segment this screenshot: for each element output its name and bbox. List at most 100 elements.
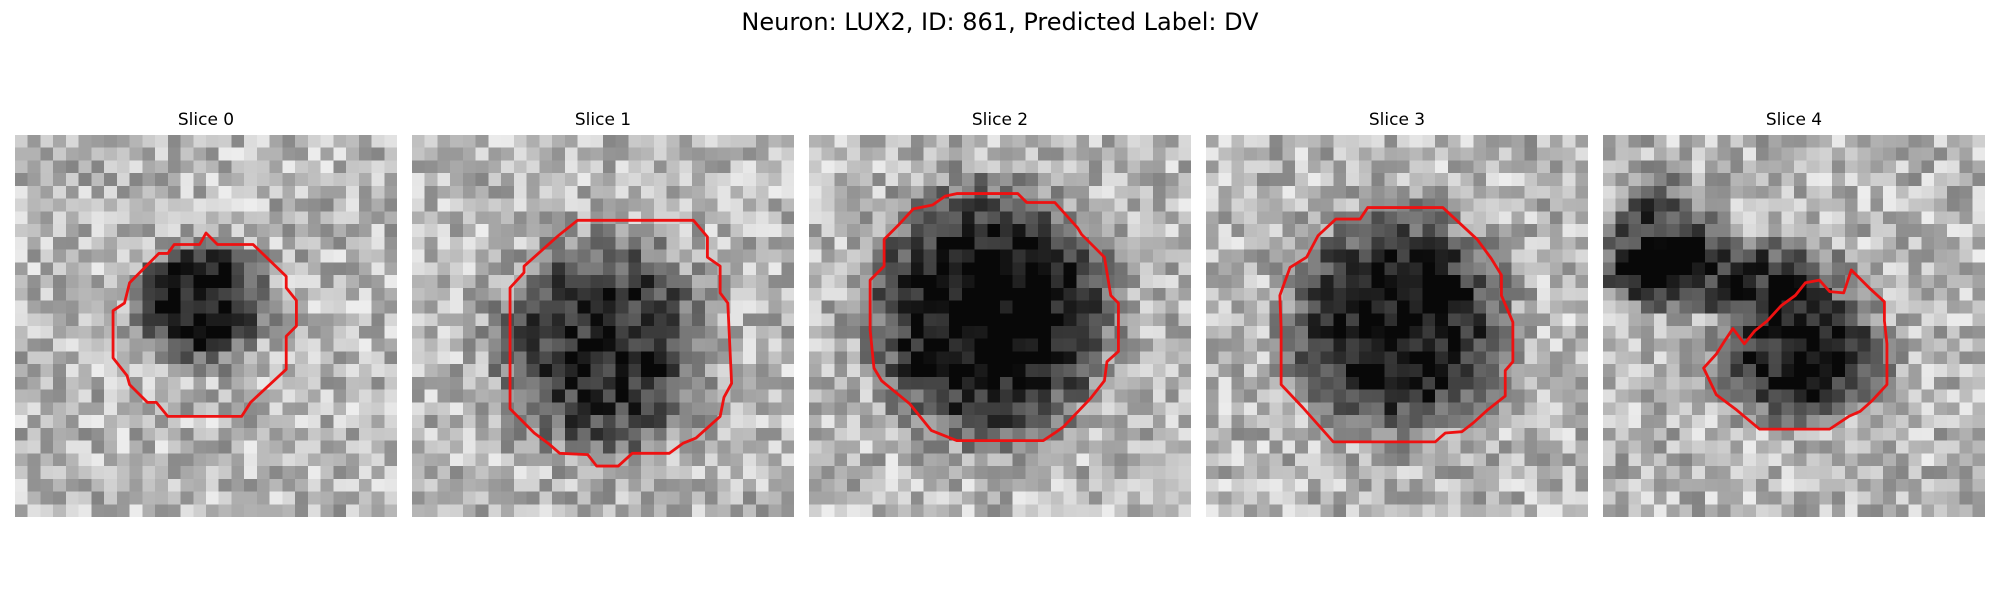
image-pixel xyxy=(768,300,782,314)
image-pixel xyxy=(1870,478,1884,492)
image-pixel xyxy=(1730,466,1744,480)
image-pixel xyxy=(1511,147,1525,161)
image-pixel xyxy=(666,504,680,517)
image-pixel xyxy=(1704,173,1718,187)
image-pixel xyxy=(78,147,92,161)
image-pixel xyxy=(1460,351,1474,365)
image-pixel xyxy=(371,173,385,187)
image-pixel xyxy=(1524,275,1538,289)
image-pixel xyxy=(78,300,92,314)
image-pixel xyxy=(1282,389,1296,403)
image-pixel xyxy=(27,135,41,148)
image-pixel xyxy=(821,249,835,263)
image-pixel xyxy=(1692,389,1706,403)
image-pixel xyxy=(1101,504,1115,517)
image-pixel xyxy=(1206,135,1219,148)
image-pixel xyxy=(859,135,873,148)
image-pixel xyxy=(666,351,680,365)
image-pixel xyxy=(269,236,283,250)
image-pixel xyxy=(1679,491,1693,505)
image-pixel xyxy=(104,338,118,352)
image-pixel xyxy=(1908,364,1922,378)
image-pixel xyxy=(961,275,975,289)
image-pixel xyxy=(501,160,515,174)
image-pixel xyxy=(1972,224,1985,238)
image-pixel xyxy=(488,389,502,403)
image-pixel xyxy=(1806,211,1820,225)
image-pixel xyxy=(1307,211,1321,225)
image-pixel xyxy=(704,415,718,429)
image-pixel xyxy=(1371,275,1385,289)
image-pixel xyxy=(898,338,912,352)
image-pixel xyxy=(704,440,718,454)
image-pixel xyxy=(384,402,397,416)
image-pixel xyxy=(949,389,963,403)
image-pixel xyxy=(1038,249,1052,263)
image-pixel xyxy=(1269,466,1283,480)
image-pixel xyxy=(462,427,476,441)
image-pixel xyxy=(1615,415,1629,429)
image-pixel xyxy=(1282,211,1296,225)
image-pixel xyxy=(539,224,553,238)
image-pixel xyxy=(1641,376,1655,390)
image-pixel xyxy=(462,376,476,390)
image-pixel xyxy=(1384,198,1398,212)
image-pixel xyxy=(384,147,397,161)
image-pixel xyxy=(987,402,1001,416)
image-pixel xyxy=(961,236,975,250)
image-pixel xyxy=(1524,249,1538,263)
image-pixel xyxy=(1615,198,1629,212)
image-pixel xyxy=(180,287,194,301)
image-pixel xyxy=(333,185,347,199)
image-pixel xyxy=(1562,300,1576,314)
image-pixel xyxy=(1435,160,1449,174)
image-pixel xyxy=(743,351,757,365)
image-pixel xyxy=(462,504,476,517)
image-pixel xyxy=(1717,198,1731,212)
image-pixel xyxy=(462,262,476,276)
image-pixel xyxy=(1628,415,1642,429)
image-pixel xyxy=(1511,262,1525,276)
image-pixel xyxy=(282,287,296,301)
image-pixel xyxy=(1832,389,1846,403)
image-pixel xyxy=(1409,491,1423,505)
image-pixel xyxy=(1511,185,1525,199)
image-pixel xyxy=(15,160,28,174)
image-pixel xyxy=(552,376,566,390)
image-pixel xyxy=(1050,147,1064,161)
image-pixel xyxy=(564,440,578,454)
image-pixel xyxy=(1127,135,1141,148)
image-pixel xyxy=(371,364,385,378)
image-pixel xyxy=(539,402,553,416)
image-pixel xyxy=(65,427,79,441)
image-pixel xyxy=(552,466,566,480)
image-pixel xyxy=(666,211,680,225)
image-pixel xyxy=(1346,440,1360,454)
image-pixel xyxy=(1628,287,1642,301)
image-pixel xyxy=(1692,504,1706,517)
image-pixel xyxy=(1025,287,1039,301)
image-pixel xyxy=(1256,415,1270,429)
image-pixel xyxy=(1460,198,1474,212)
image-pixel xyxy=(1256,313,1270,327)
image-pixel xyxy=(1870,376,1884,390)
image-pixel xyxy=(1256,440,1270,454)
image-pixel xyxy=(1307,326,1321,339)
image-pixel xyxy=(1653,491,1667,505)
image-pixel xyxy=(129,364,143,378)
image-pixel xyxy=(923,300,937,314)
image-pixel xyxy=(1114,198,1128,212)
image-pixel xyxy=(923,376,937,390)
image-pixel xyxy=(974,326,988,339)
image-pixel xyxy=(859,351,873,365)
image-pixel xyxy=(1218,211,1232,225)
image-pixel xyxy=(1447,453,1461,467)
image-pixel xyxy=(450,491,464,505)
image-pixel xyxy=(206,402,219,416)
image-pixel xyxy=(1269,249,1283,263)
image-pixel xyxy=(333,402,347,416)
image-pixel xyxy=(1768,389,1782,403)
image-pixel xyxy=(1628,173,1642,187)
image-pixel xyxy=(885,300,899,314)
image-pixel xyxy=(755,478,769,492)
